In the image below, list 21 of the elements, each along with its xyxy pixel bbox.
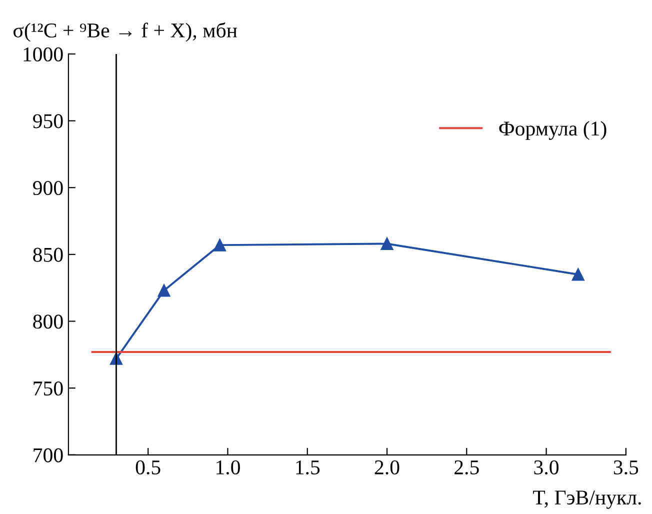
y-tick-label: 900 [33,180,63,196]
x-tick-label: 0.5 [136,460,160,475]
x-tick-label: 2.5 [454,460,479,475]
x-tick-label: 3.5 [614,460,638,475]
point [572,268,584,281]
point [214,238,226,252]
x-tick-label: 2.0 [374,460,400,475]
y-tick-label: 1000 [24,47,63,62]
legend-label: Формула (1) [499,120,606,140]
x-tick-label: 3.0 [534,460,559,475]
point [158,284,170,297]
y-axis-title: σ(¹²C + ⁹Be → f + X), мбн [14,22,238,42]
x-tick-label: 1.5 [296,460,320,475]
y-tick-label: 850 [33,248,63,262]
y-tick-label: 950 [33,114,63,128]
x-axis-title: T, ГэВ/нукл. [533,490,641,509]
y-tick-label: 800 [33,314,63,329]
y-tick-label: 750 [34,381,63,396]
y-tick-label: 700 [34,448,63,462]
point [380,237,394,250]
x-tick-label: 1.0 [216,460,240,475]
